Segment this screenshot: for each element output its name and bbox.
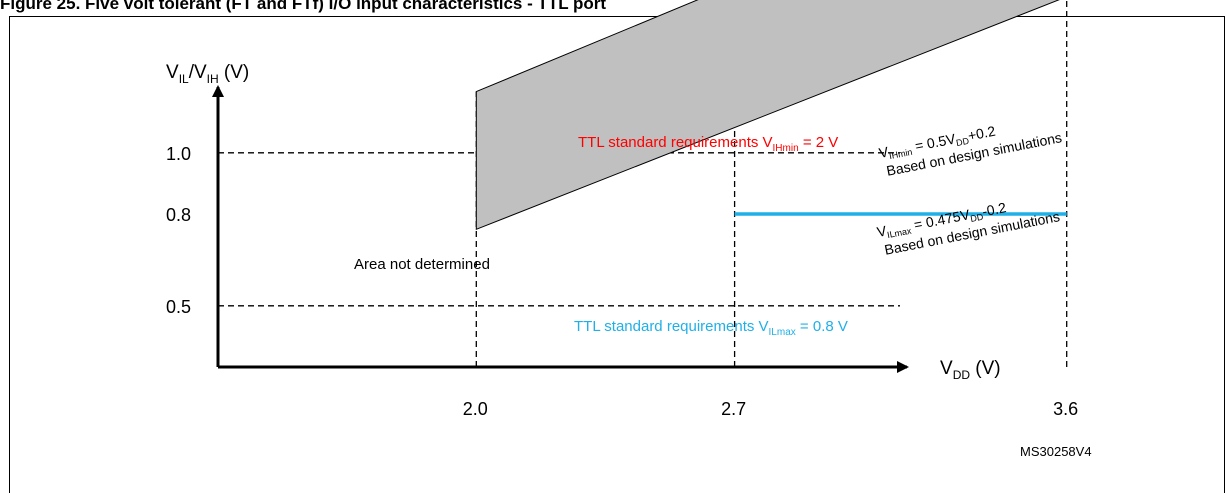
upper-formula-annotation: VIHmin = 0.5VDD+0.2 Based on design simu… [878,123,1064,179]
figure-id: MS30258V4 [1020,444,1092,459]
y-tick-label-0: 0.5 [166,297,191,317]
y-tick-label-1: 0.8 [166,205,191,225]
area-not-determined [475,0,1060,231]
figure-title: Figure 25. Five volt tolerant (FT and FT… [0,0,607,13]
x-axis-label: VDD (V) [940,358,1001,382]
x-tick-label-2: 3.6 [1053,399,1078,419]
figure-frame [9,16,1225,493]
svg-text:VIHmin = 0.5VDD+0.2: VIHmin = 0.5VDD+0.2 [878,123,998,163]
ttl-high-label: TTL standard requirements VIHmin = 2 V [578,134,838,154]
y-axis-label: VIL/VIH (V) [166,62,249,86]
x-tick-label-0: 2.0 [463,399,488,419]
ttl-low-label: TTL standard requirements VILmax = 0.8 V [574,318,848,338]
y-tick-label-2: 1.0 [166,144,191,164]
x-tick-label-1: 2.7 [721,399,746,419]
lower-formula-annotation: VILmax = 0.475VDD-0.2 Based on design si… [876,199,1062,258]
area-label: Area not determined [354,256,490,273]
